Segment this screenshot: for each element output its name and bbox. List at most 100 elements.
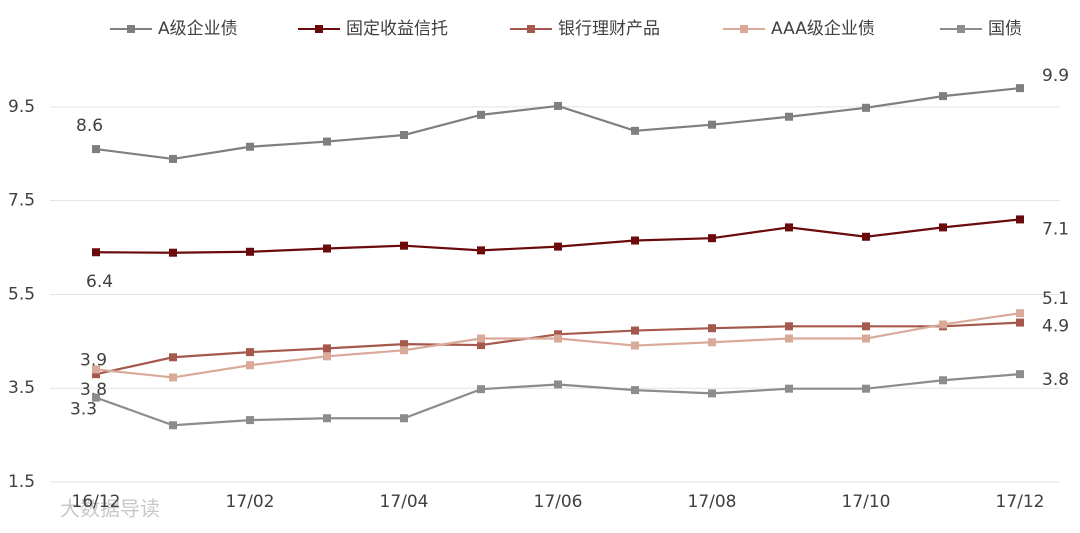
point [1016, 84, 1024, 93]
legend-item: 银行理财产品 [510, 19, 660, 39]
point [785, 112, 793, 121]
point [785, 322, 793, 331]
point [708, 338, 716, 347]
data-label: 4.9 [1042, 317, 1069, 337]
point [92, 145, 100, 154]
point [92, 393, 100, 402]
point [323, 352, 331, 361]
point [477, 246, 485, 255]
data-label: 9.9 [1042, 66, 1069, 86]
point [400, 346, 408, 355]
point [477, 110, 485, 119]
point [169, 421, 177, 430]
point [939, 92, 947, 101]
point [169, 353, 177, 362]
legend-item: 固定收益信托 [298, 19, 448, 39]
point [400, 241, 408, 250]
watermark: 大数据导读 [60, 497, 160, 521]
legend-marker [315, 25, 323, 33]
point [554, 330, 562, 339]
y-tick-label: 3.5 [8, 378, 35, 398]
x-tick-label: 16/12 [72, 492, 121, 512]
x-tick-label: 17/06 [534, 492, 583, 512]
data-label: 3.3 [70, 400, 97, 420]
point [939, 223, 947, 232]
point [862, 232, 870, 241]
point [1016, 370, 1024, 379]
point [939, 376, 947, 385]
legend-label: AAA级企业债 [771, 19, 875, 39]
y-tick-label: 1.5 [8, 472, 35, 492]
point [246, 416, 254, 425]
point [169, 154, 177, 163]
legend-label: A级企业债 [158, 19, 238, 39]
point [246, 142, 254, 151]
point [323, 137, 331, 146]
data-label: 5.1 [1042, 289, 1069, 309]
legend-marker [957, 25, 965, 33]
point [631, 236, 639, 245]
point [939, 320, 947, 329]
data-label: 8.6 [76, 116, 103, 136]
y-tick-label: 7.5 [8, 191, 35, 211]
y-tick-label: 9.5 [8, 97, 35, 117]
point [708, 120, 716, 129]
point [92, 365, 100, 374]
point [785, 223, 793, 232]
point [631, 386, 639, 395]
point [631, 326, 639, 335]
point [400, 131, 408, 140]
series-line [95, 312, 1021, 379]
point [554, 242, 562, 251]
y-tick-label: 5.5 [8, 284, 35, 304]
point [862, 322, 870, 331]
point [708, 324, 716, 333]
point [554, 101, 562, 110]
point [862, 334, 870, 343]
point [169, 248, 177, 257]
point [862, 384, 870, 393]
point [1016, 215, 1024, 224]
legend-label: 银行理财产品 [558, 19, 660, 39]
data-label: 6.4 [86, 272, 113, 292]
legend-label: 国债 [988, 19, 1022, 39]
point [554, 334, 562, 343]
point [246, 361, 254, 370]
point [169, 373, 177, 382]
x-tick-label: 17/04 [380, 492, 429, 512]
legend-marker [527, 25, 535, 33]
x-tick-label: 17/12 [996, 492, 1045, 512]
data-label: 7.1 [1042, 219, 1069, 239]
point [1016, 309, 1024, 318]
point [708, 234, 716, 243]
point [246, 247, 254, 256]
point [554, 380, 562, 389]
x-tick-label: 17/02 [226, 492, 275, 512]
legend-item: AAA级企业债 [723, 19, 875, 39]
point [477, 385, 485, 394]
point [477, 334, 485, 343]
point [92, 248, 100, 257]
point [631, 341, 639, 350]
point [246, 348, 254, 357]
series-line [95, 87, 1021, 161]
legend-item: A级企业债 [110, 19, 238, 39]
point [477, 341, 485, 350]
legend-marker [127, 25, 135, 33]
point [323, 244, 331, 253]
point [92, 370, 100, 379]
data-label: 3.8 [1042, 370, 1069, 390]
point [400, 340, 408, 349]
point [862, 103, 870, 112]
point [323, 414, 331, 423]
data-label: 3.9 [80, 350, 107, 370]
x-tick-label: 17/10 [842, 492, 891, 512]
point [631, 126, 639, 135]
point [1016, 318, 1024, 327]
point [708, 389, 716, 398]
x-tick-label: 17/08 [688, 492, 737, 512]
point [785, 384, 793, 393]
point [785, 334, 793, 343]
data-label: 3.8 [80, 380, 107, 400]
